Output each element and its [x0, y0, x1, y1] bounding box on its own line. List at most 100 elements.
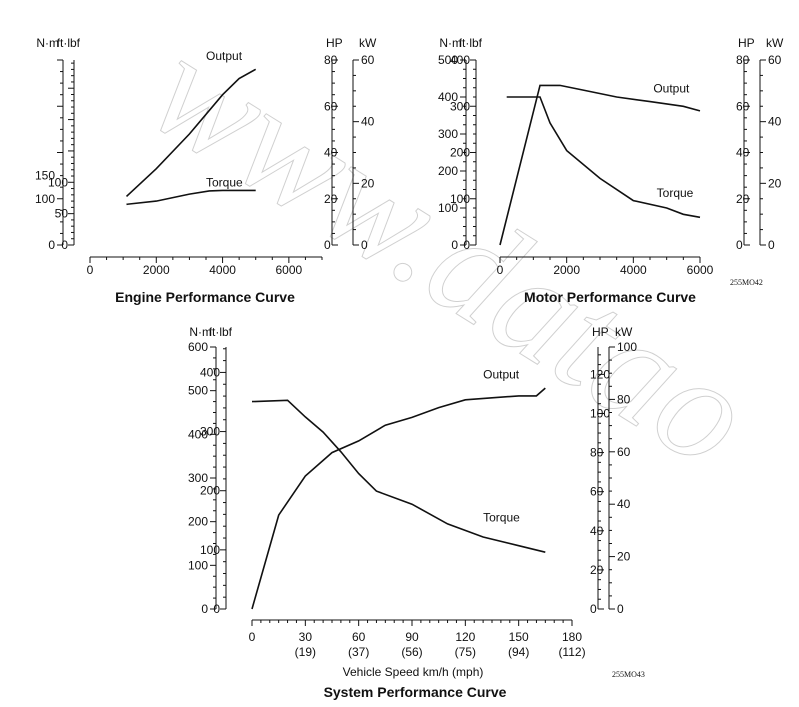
system-axis-unit-0: N·m — [189, 325, 212, 339]
engine-axis-unit-0: N·m — [36, 36, 59, 50]
motor-axis-tick-label-1: 100 — [450, 192, 470, 206]
system-x-tick-label: 150 — [509, 630, 529, 644]
system-curves: Output Torque — [251, 367, 546, 610]
engine-axes: N·m0100150ft·lbf050100HP020406080kW02040… — [35, 36, 377, 277]
motor-figure-code: 255MO42 — [730, 278, 763, 287]
engine-axis-tick-label-3: 0 — [361, 238, 368, 252]
engine-x-tick-label: 0 — [87, 263, 94, 277]
engine-series-torque-label: Torque — [206, 176, 243, 190]
motor-axis-tick-label-1: 400 — [450, 53, 470, 67]
system-axis-tick-label-0: 500 — [188, 384, 208, 398]
system-x-tick-label: 120 — [455, 630, 475, 644]
engine-x-tick-label: 4000 — [209, 263, 236, 277]
engine-curves: Output Torque — [125, 49, 257, 206]
system-axis-tick-label-3: 80 — [617, 392, 631, 406]
system-axis-tick-label-2: 80 — [590, 446, 604, 460]
system-axis-tick-label-1: 0 — [213, 602, 220, 616]
motor-axis-unit-2: HP — [738, 36, 755, 50]
system-axis-unit-1: ft·lbf — [209, 325, 233, 339]
system-axis-tick-label-2: 100 — [590, 406, 610, 420]
motor-curves: Output Torque — [499, 81, 701, 246]
system-axis-tick-label-3: 100 — [617, 340, 637, 354]
system-x-tick-label-mph: (56) — [401, 645, 422, 659]
engine-axis-tick-label-3: 40 — [361, 115, 375, 129]
system-x-tick-label-mph: (19) — [295, 645, 316, 659]
motor-axis-tick-label-3: 40 — [768, 115, 782, 129]
motor-axis-tick-label-0: 400 — [438, 90, 458, 104]
engine-axis-tick-label-1: 100 — [48, 175, 68, 189]
motor-axis-unit-1: ft·lbf — [459, 36, 483, 50]
engine-series-output-label: Output — [206, 49, 243, 63]
system-axis-tick-label-2: 120 — [590, 367, 610, 381]
motor-x-tick-label: 0 — [497, 263, 504, 277]
system-axis-tick-label-0: 300 — [188, 471, 208, 485]
system-series-output-label: Output — [483, 367, 520, 381]
system-series-torque-label: Torque — [483, 511, 520, 525]
system-axis-tick-label-2: 40 — [590, 524, 604, 538]
engine-axis-tick-label-3: 60 — [361, 53, 375, 67]
engine-axis-tick-label-2: 40 — [324, 146, 338, 160]
system-axis-tick-label-0: 200 — [188, 515, 208, 529]
engine-axis-tick-label-0: 0 — [48, 238, 55, 252]
motor-axis-tick-label-0: 200 — [438, 164, 458, 178]
system-series-torque-line — [251, 399, 546, 553]
system-x-tick-label: 0 — [249, 630, 256, 644]
motor-chart-title: Motor Performance Curve — [524, 289, 696, 305]
motor-axis-tick-label-2: 60 — [736, 99, 750, 113]
motor-axis-tick-label-0: 300 — [438, 127, 458, 141]
motor-axis-tick-label-3: 20 — [768, 176, 782, 190]
motor-axis-unit-3: kW — [766, 36, 784, 50]
system-figure-code: 255MO43 — [612, 670, 645, 679]
engine-axis-tick-label-2: 0 — [324, 238, 331, 252]
engine-axis-tick-label-2: 20 — [324, 192, 338, 206]
system-axis-tick-label-2: 0 — [590, 602, 597, 616]
system-axis-unit-3: kW — [615, 325, 633, 339]
system-axis-tick-label-3: 0 — [617, 602, 624, 616]
system-x-tick-label: 90 — [405, 630, 419, 644]
motor-axis-tick-label-1: 0 — [463, 238, 470, 252]
engine-series-torque-line — [126, 189, 256, 206]
system-x-tick-label-mph: (112) — [558, 645, 585, 659]
engine-axis-tick-label-0: 100 — [35, 192, 55, 206]
motor-axis-tick-label-2: 40 — [736, 146, 750, 160]
engine-performance-chart: N·m0100150ft·lbf050100HP020406080kW02040… — [35, 36, 377, 305]
motor-axis-tick-label-0: 500 — [438, 53, 458, 67]
system-axes: N·m0100200300400500600ft·lbf010020030040… — [188, 325, 637, 659]
motor-x-tick-label: 4000 — [620, 263, 647, 277]
motor-axis-tick-label-0: 0 — [451, 238, 458, 252]
system-axis-tick-label-1: 300 — [200, 425, 220, 439]
system-axis-tick-label-1: 200 — [200, 484, 220, 498]
motor-axis-tick-label-1: 200 — [450, 146, 470, 160]
engine-axis-tick-label-1: 50 — [55, 207, 69, 221]
motor-axis-tick-label-1: 300 — [450, 99, 470, 113]
system-x-tick-label-mph: (75) — [455, 645, 476, 659]
engine-x-tick-label: 2000 — [143, 263, 170, 277]
motor-axis-tick-label-2: 20 — [736, 192, 750, 206]
motor-series-output-line — [499, 84, 701, 246]
motor-series-torque-line — [506, 96, 701, 219]
motor-axis-tick-label-2: 0 — [736, 238, 743, 252]
system-x-tick-label-mph: (94) — [508, 645, 529, 659]
engine-series-output-line — [125, 68, 257, 197]
engine-axis-unit-1: ft·lbf — [57, 36, 81, 50]
system-axis-tick-label-0: 0 — [201, 602, 208, 616]
engine-axis-tick-label-2: 80 — [324, 53, 338, 67]
motor-performance-chart: N·m0100200300400500ft·lbf0100200300400HP… — [438, 36, 784, 305]
motor-axis-tick-label-3: 60 — [768, 53, 782, 67]
motor-x-tick-label: 2000 — [553, 263, 580, 277]
system-series-output-line — [251, 387, 546, 610]
engine-axis-tick-label-0: 150 — [35, 169, 55, 183]
motor-axis-unit-0: N·m — [439, 36, 462, 50]
motor-axis-tick-label-0: 100 — [438, 201, 458, 215]
engine-axis-tick-label-2: 60 — [324, 99, 338, 113]
engine-x-tick-label: 6000 — [276, 263, 303, 277]
system-x-tick-label: 30 — [299, 630, 313, 644]
system-chart-title: System Performance Curve — [324, 684, 507, 700]
system-x-tick-label-mph: (37) — [348, 645, 369, 659]
system-axis-tick-label-3: 20 — [617, 550, 631, 564]
system-axis-unit-2: HP — [592, 325, 609, 339]
engine-axis-unit-2: HP — [326, 36, 343, 50]
system-axis-tick-label-0: 400 — [188, 427, 208, 441]
engine-axis-unit-3: kW — [359, 36, 377, 50]
